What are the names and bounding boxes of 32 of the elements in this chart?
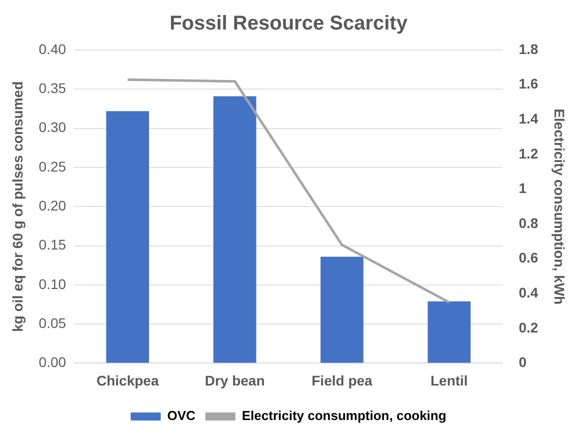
y-tick-label: 0.25 <box>38 158 66 174</box>
bar <box>106 111 150 363</box>
y2-tick-label: 1.6 <box>518 76 538 92</box>
y-tick-label: 0.20 <box>38 197 66 214</box>
y-tick-label: 0.10 <box>38 276 66 292</box>
y2-tick-label: 0 <box>518 354 527 370</box>
y2-tick-label: 0.8 <box>518 214 538 231</box>
y2-tick-label: 1.2 <box>518 145 538 162</box>
x-tick-label: Chickpea <box>96 372 159 388</box>
y2-tick-label: 0.6 <box>518 250 538 266</box>
legend-label: Electricity consumption, cooking <box>242 408 446 424</box>
x-tick-label: Dry bean <box>204 372 265 388</box>
bar <box>320 256 364 363</box>
y2-tick-label: 1.8 <box>518 40 538 57</box>
y2-tick-label: 0.4 <box>518 284 538 300</box>
y-tick-label: 0.35 <box>38 80 66 96</box>
y-axis-title: kg oil eq for 60 g of pulses consumed <box>9 81 26 332</box>
y2-tick-label: 0.2 <box>518 319 538 336</box>
y2-tick-label: 1 <box>518 180 527 196</box>
chart-title: Fossil Resource Scarcity <box>170 12 408 35</box>
y-tick-label: 0.40 <box>38 40 66 57</box>
y-tick-label: 0.30 <box>38 119 66 136</box>
x-tick-label: Field pea <box>312 372 373 388</box>
y2-axis-title: Electricity consumption, kWh <box>552 108 568 305</box>
bar <box>428 301 471 363</box>
y-tick-label: 0.05 <box>38 314 66 331</box>
legend-label: OVC <box>167 408 196 424</box>
y2-tick-label: 1.4 <box>518 110 538 126</box>
bar <box>213 96 256 363</box>
y-tick-label: 0.00 <box>38 354 66 370</box>
y-tick-label: 0.15 <box>38 236 66 253</box>
x-tick-label: Lentil <box>430 372 468 388</box>
